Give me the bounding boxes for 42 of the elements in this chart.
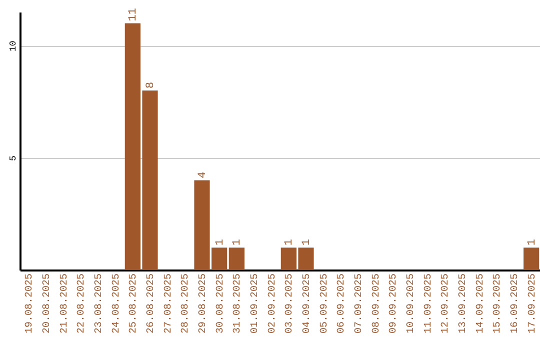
- x-tick-label: 16.09.2025: [510, 274, 521, 334]
- x-tick-label: 23.08.2025: [94, 274, 105, 334]
- x-tick-label: 12.09.2025: [440, 274, 452, 334]
- x-tick-label: 31.08.2025: [232, 274, 244, 334]
- x-tick-label: 21.08.2025: [59, 274, 70, 334]
- x-tick-label: 29.08.2025: [198, 274, 209, 334]
- x-tick-label: 11.09.2025: [423, 274, 434, 334]
- x-tick-label: 15.09.2025: [492, 274, 504, 334]
- x-tick-label: 24.08.2025: [111, 274, 122, 334]
- bar: [228, 248, 244, 270]
- x-tick-label: 27.08.2025: [163, 274, 174, 334]
- x-tick-label: 20.08.2025: [42, 274, 53, 334]
- x-tick-label: 09.09.2025: [388, 274, 400, 334]
- x-tick-label: 07.09.2025: [354, 274, 365, 334]
- x-tick-label: 14.09.2025: [475, 274, 486, 334]
- x-tick-label: 25.08.2025: [128, 274, 140, 334]
- x-tick-label: 17.09.2025: [527, 274, 538, 334]
- y-tick-label: 5: [8, 156, 18, 162]
- x-tick-label: 04.09.2025: [302, 274, 313, 334]
- x-tick-label: 26.08.2025: [146, 274, 157, 334]
- x-tick-label: 01.09.2025: [250, 274, 261, 334]
- data-label: 1: [232, 238, 244, 246]
- data-label: 1: [214, 238, 226, 246]
- data-label: 1: [526, 238, 538, 246]
- x-tick-label: 30.08.2025: [215, 274, 226, 334]
- data-label: 1: [284, 238, 296, 246]
- data-label: 4: [197, 171, 209, 178]
- x-tick-label: 28.08.2025: [180, 274, 192, 334]
- bar: [524, 248, 540, 270]
- x-tick-label: 02.09.2025: [267, 274, 278, 334]
- x-tick-label: 05.09.2025: [319, 274, 330, 334]
- y-tick-label: 10: [8, 40, 18, 52]
- x-tick-label: 10.09.2025: [406, 274, 417, 334]
- x-tick-label: 06.09.2025: [336, 274, 348, 334]
- x-tick-label: 13.09.2025: [458, 274, 469, 334]
- x-tick-label: 08.09.2025: [371, 274, 382, 334]
- x-tick-label: 22.08.2025: [76, 274, 88, 334]
- data-label: 11: [128, 8, 140, 22]
- data-label: 1: [301, 238, 313, 246]
- x-tick-label: 19.08.2025: [24, 274, 36, 334]
- data-label: 8: [145, 82, 157, 89]
- x-tick-label: 03.09.2025: [284, 274, 296, 334]
